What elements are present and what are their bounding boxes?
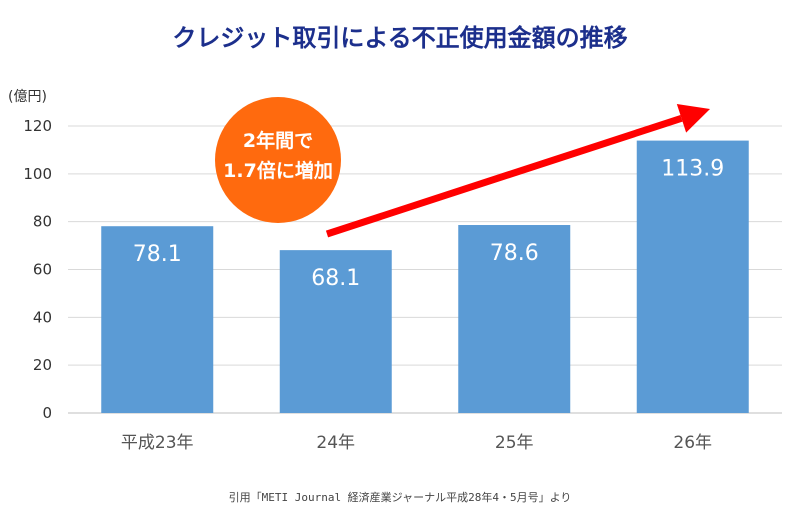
bar [279, 250, 392, 413]
y-tick-label: 120 [23, 117, 52, 135]
bar-value-label: 78.6 [490, 241, 539, 266]
bar [458, 225, 571, 413]
y-tick-label: 0 [42, 404, 52, 422]
bar [636, 140, 749, 413]
x-tick-label: 26年 [673, 433, 712, 453]
source-citation: 引用「METI Journal 経済産業ジャーナル平成28年4・5月号」より [229, 490, 572, 504]
bar-value-label: 78.1 [133, 242, 182, 267]
growth-arrow [325, 114, 683, 238]
badge-line-2: 1.7倍に増加 [223, 159, 333, 182]
x-tick-label: 24年 [316, 433, 355, 453]
bars: 78.1 68.1 78.6 113.9 [101, 140, 749, 413]
bar-value-label: 113.9 [661, 157, 724, 182]
x-tick-label: 平成23年 [121, 433, 194, 453]
bar [101, 226, 214, 413]
growth-arrow-head [676, 104, 710, 133]
y-axis-unit-label: (億円) [8, 89, 47, 105]
growth-annotation: 2年間で 1.7倍に増加 [215, 97, 710, 238]
y-tick-label: 100 [23, 165, 52, 183]
y-axis-ticks: 0 20 40 60 80 100 120 [23, 117, 52, 422]
x-tick-label: 25年 [495, 433, 534, 453]
x-axis-ticks: 平成23年 24年 25年 26年 [121, 433, 712, 453]
growth-badge [215, 97, 341, 223]
badge-line-1: 2年間で [243, 129, 313, 152]
chart-title: クレジット取引による不正使用金額の推移 [172, 24, 627, 52]
y-tick-label: 80 [33, 213, 52, 231]
y-tick-label: 20 [33, 356, 52, 374]
y-tick-label: 40 [33, 308, 52, 326]
bar-value-label: 68.1 [311, 266, 360, 291]
y-tick-label: 60 [33, 261, 52, 279]
